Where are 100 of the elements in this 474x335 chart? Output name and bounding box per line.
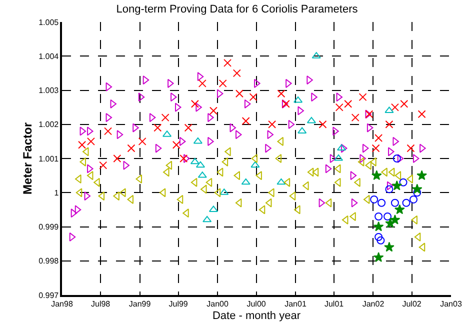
point (386, 181, 394, 190)
point (413, 188, 422, 197)
point (392, 180, 402, 190)
point (397, 154, 404, 164)
x-tick-label: Jul00 (246, 299, 266, 308)
point (216, 168, 224, 177)
point (374, 212, 383, 221)
point (224, 58, 232, 67)
point (214, 188, 221, 198)
point (402, 198, 410, 207)
point (222, 157, 228, 166)
x-tick-label: Jan01 (284, 299, 307, 308)
y-axis-title: Meter Factor (20, 122, 34, 195)
y-tick-label: 1.002 (38, 120, 60, 130)
x-tick-label: Jan98 (51, 299, 74, 308)
point (250, 161, 260, 168)
x-tick-label: Jan03 (440, 299, 462, 308)
x-tick-label: Jan02 (362, 299, 385, 308)
point (275, 154, 282, 164)
point (400, 100, 408, 108)
point (312, 168, 319, 177)
point (69, 232, 76, 242)
point (388, 168, 395, 177)
y-tick-label: 0.997 (38, 290, 60, 300)
point (277, 90, 286, 98)
point (412, 184, 422, 194)
x-tick-label: Jan00 (206, 299, 229, 308)
point (358, 93, 367, 102)
point (340, 144, 348, 153)
point (394, 171, 402, 180)
point (406, 144, 415, 152)
point (374, 232, 383, 241)
point (371, 170, 382, 180)
point (190, 178, 198, 187)
point (241, 178, 250, 185)
point (358, 157, 364, 166)
point (184, 124, 192, 132)
point (394, 204, 405, 214)
point (412, 154, 420, 164)
chart-title: Long-term Proving Data for 6 Coriolis Parameters (116, 4, 358, 16)
point (284, 178, 290, 187)
point (374, 134, 383, 142)
point (106, 82, 112, 92)
point (206, 178, 212, 187)
x-axis-title: Date - month year (212, 310, 301, 322)
x-tick-label: Jan99 (128, 299, 152, 308)
point (384, 242, 394, 252)
point (370, 195, 378, 204)
point (180, 154, 188, 162)
point (294, 96, 303, 103)
point (104, 127, 112, 136)
point (235, 198, 242, 208)
point (76, 188, 82, 198)
point (268, 120, 276, 128)
point (288, 120, 295, 129)
point (342, 215, 348, 224)
x-tick-label: Jul98 (90, 299, 111, 308)
point (306, 116, 316, 124)
point (399, 178, 408, 186)
point (155, 144, 162, 153)
x-tick-label: Jul99 (168, 299, 188, 308)
point (416, 170, 427, 180)
point (418, 242, 426, 252)
point (116, 130, 124, 140)
point (385, 185, 394, 194)
point (218, 79, 227, 88)
point (161, 114, 170, 122)
point (418, 110, 426, 118)
point (166, 160, 172, 170)
point (202, 216, 212, 222)
point (209, 106, 218, 115)
point (127, 144, 136, 152)
y-tick-label: 1.003 (38, 86, 60, 96)
point (190, 158, 200, 164)
point (138, 92, 145, 102)
point (138, 137, 146, 146)
point (390, 103, 399, 112)
y-tick-label: 1 (54, 188, 60, 198)
point (193, 137, 202, 144)
point (232, 69, 241, 78)
point (244, 99, 251, 108)
point (159, 188, 166, 198)
y-tick-label: 1.005 (38, 18, 60, 27)
point (350, 171, 357, 180)
point (378, 198, 386, 207)
point (198, 79, 206, 88)
point (392, 154, 401, 162)
y-tick-label: 1.001 (38, 154, 60, 164)
point (362, 144, 369, 153)
point (99, 161, 108, 170)
point (196, 161, 206, 168)
point (172, 140, 180, 149)
point (351, 198, 358, 208)
point (366, 123, 374, 132)
point (276, 178, 286, 185)
point (249, 93, 258, 102)
point (190, 100, 199, 108)
point (410, 195, 418, 204)
point (318, 198, 326, 208)
point (113, 154, 122, 162)
